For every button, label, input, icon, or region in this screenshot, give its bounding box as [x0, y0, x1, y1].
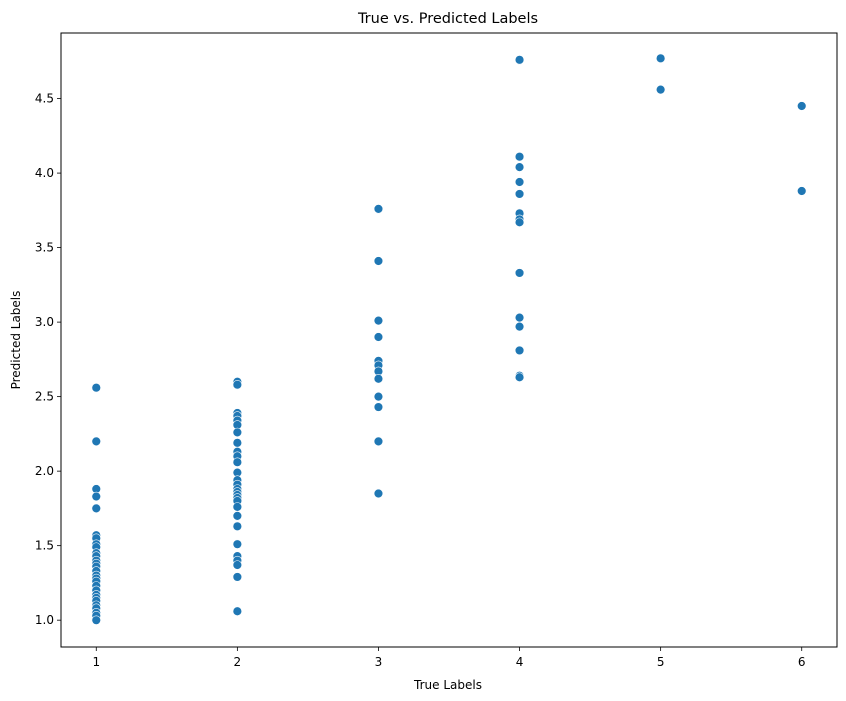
data-point: [514, 372, 525, 382]
data-point: [91, 382, 101, 393]
data-point: [232, 560, 243, 570]
y-tick-label: 3.5: [35, 241, 54, 255]
y-tick-label: 4.5: [35, 92, 54, 106]
data-point: [373, 332, 384, 342]
data-point: [514, 268, 525, 278]
y-tick-label: 4.0: [35, 166, 54, 180]
y-axis-title: Predicted Labels: [9, 291, 23, 390]
data-point: [373, 402, 384, 412]
data-point: [514, 217, 525, 227]
chart-title: True vs. Predicted Labels: [357, 11, 538, 27]
data-point: [373, 436, 384, 447]
data-point: [514, 312, 525, 323]
y-tick-label: 2.5: [35, 390, 54, 404]
data-point: [232, 502, 243, 512]
x-tick-label: 3: [375, 655, 383, 669]
data-point: [514, 151, 525, 162]
x-tick-label: 4: [516, 655, 524, 669]
data-point: [232, 427, 243, 438]
data-point: [373, 374, 384, 384]
points-layer: [91, 53, 807, 625]
data-point: [514, 189, 525, 199]
data-point: [373, 391, 384, 402]
data-point: [514, 321, 525, 332]
data-point: [373, 256, 384, 266]
data-point: [655, 53, 666, 64]
y-axis: 1.0 1.5 2.0 2.5 3.0 3.5 4.0 4.5: [35, 92, 61, 627]
x-tick-label: 1: [92, 655, 100, 669]
data-point: [91, 436, 101, 447]
data-point: [232, 511, 243, 521]
data-point: [373, 204, 384, 214]
data-point: [797, 186, 807, 196]
data-point: [232, 606, 243, 616]
x-axis: 1 2 3 4 5 6: [92, 647, 806, 669]
y-tick-label: 2.0: [35, 464, 54, 478]
data-point: [91, 615, 101, 625]
plot-frame: [60, 32, 838, 648]
data-point: [232, 521, 243, 531]
data-point: [232, 438, 243, 448]
x-tick-label: 5: [657, 655, 665, 669]
data-point: [373, 315, 384, 326]
data-point: [514, 345, 525, 356]
data-point: [373, 488, 384, 499]
data-point: [797, 101, 807, 111]
data-point: [91, 491, 101, 502]
x-axis-title: True Labels: [413, 678, 482, 692]
data-point: [91, 503, 101, 514]
data-point: [232, 572, 243, 582]
data-point: [514, 177, 525, 187]
x-tick-label: 2: [234, 655, 242, 669]
data-point: [655, 84, 666, 95]
y-tick-label: 3.0: [35, 315, 54, 329]
data-point: [514, 55, 525, 65]
y-tick-label: 1.0: [35, 613, 54, 627]
data-point: [514, 162, 525, 172]
data-point: [232, 539, 243, 549]
data-point: [232, 457, 243, 467]
data-point: [232, 380, 243, 390]
y-tick-label: 1.5: [35, 539, 54, 553]
x-tick-label: 6: [798, 655, 806, 669]
